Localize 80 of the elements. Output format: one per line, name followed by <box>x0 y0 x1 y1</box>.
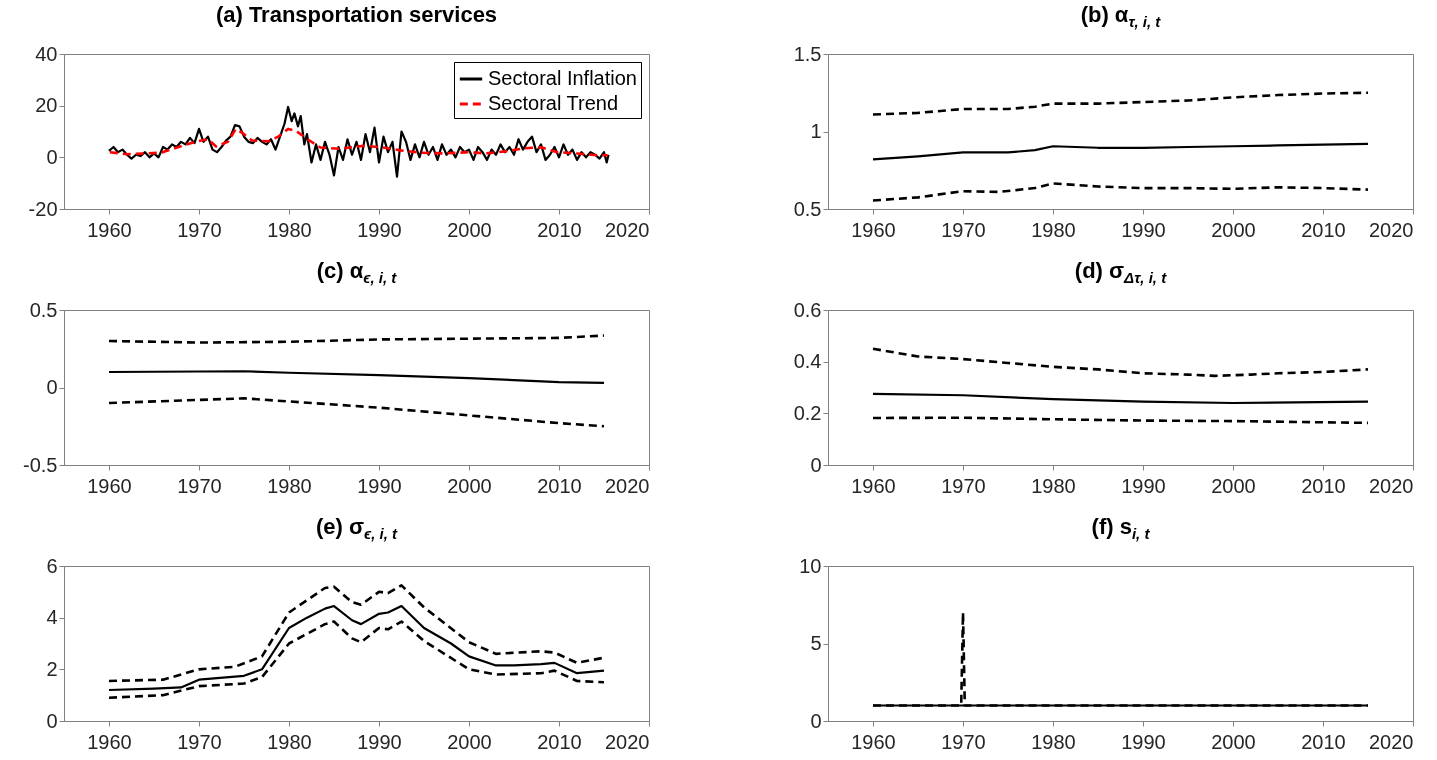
x-tick-label: 1970 <box>177 474 222 497</box>
line-series <box>871 182 1370 202</box>
y-tick-label: 0.6 <box>793 298 822 321</box>
y-tick-label: 0 <box>46 376 58 398</box>
x-tick-label: 1970 <box>177 218 222 241</box>
x-tick-label: 1980 <box>1031 218 1076 241</box>
x-tick-label: 2000 <box>447 730 492 753</box>
chart-title: (c) α$_{ϵ, i, t}$ <box>315 258 398 288</box>
y-tick-label: 0.5 <box>29 298 58 321</box>
y-tick-label: 0 <box>46 145 58 168</box>
x-tick-label: 1990 <box>1121 218 1166 241</box>
y-tick-label: 10 <box>799 554 822 577</box>
line-series <box>871 142 1370 161</box>
y-tick-label: -20 <box>28 197 58 220</box>
chart-title: (d) σ$_{Δτ, i, t}$ <box>1073 258 1168 288</box>
legend-label: Sectoral Inflation <box>488 67 637 89</box>
line-series <box>108 127 609 157</box>
line-series <box>871 91 1370 116</box>
y-tick-label: 0.4 <box>793 350 822 373</box>
x-tick-label: 1960 <box>87 474 132 497</box>
y-tick-label: 1 <box>810 120 822 142</box>
line-series <box>871 347 1370 378</box>
y-tick-label: 2 <box>46 657 58 680</box>
chart-title: (a) Transportation services <box>214 2 499 29</box>
x-tick-label: 1990 <box>1121 474 1166 497</box>
y-tick-label: 4 <box>46 606 58 629</box>
x-tick-label: 2010 <box>1301 474 1346 497</box>
x-tick-label: 2020 <box>1369 474 1414 497</box>
line-series <box>107 334 606 344</box>
chart-title: (f) s$_{i, t}$ <box>1090 514 1151 544</box>
y-tick-label: 0 <box>810 453 822 476</box>
x-tick-label: 1980 <box>267 218 312 241</box>
x-tick-label: 1970 <box>941 730 986 753</box>
x-tick-label: 2020 <box>1369 218 1414 241</box>
y-tick-label: -0.5 <box>23 453 58 476</box>
x-tick-label: 2000 <box>447 474 492 497</box>
y-tick-label: 0.2 <box>793 401 822 424</box>
y-tick-label: 5 <box>810 632 822 654</box>
x-tick-label: 1990 <box>357 730 402 753</box>
x-tick-label: 2020 <box>1369 730 1414 753</box>
line-series <box>107 397 606 428</box>
chart-title: (b) α$_{τ, i, t}$ <box>1079 2 1162 32</box>
x-tick-label: 1960 <box>851 730 896 753</box>
y-tick-label: 6 <box>46 554 58 577</box>
y-tick-label: 0.5 <box>793 197 822 220</box>
x-tick-label: 2020 <box>605 730 650 753</box>
line-series <box>107 370 606 384</box>
x-tick-label: 1990 <box>357 218 402 241</box>
x-tick-label: 1960 <box>851 474 896 497</box>
legend-label: Sectoral Trend <box>488 92 619 114</box>
x-tick-label: 2010 <box>537 218 582 241</box>
x-tick-label: 2010 <box>1301 218 1346 241</box>
x-tick-label: 2010 <box>1301 730 1346 753</box>
x-tick-label: 1970 <box>177 730 222 753</box>
x-tick-label: 1980 <box>1031 474 1076 497</box>
y-tick-label: 0 <box>46 709 58 732</box>
chart-title: (e) σ$_{ϵ, i, t}$ <box>314 514 399 544</box>
x-tick-label: 2000 <box>1211 474 1256 497</box>
x-tick-label: 1960 <box>851 218 896 241</box>
y-tick-label: 1.5 <box>793 42 822 65</box>
x-tick-label: 2010 <box>537 474 582 497</box>
x-tick-label: 1960 <box>87 730 132 753</box>
x-tick-label: 1980 <box>1031 730 1076 753</box>
x-tick-label: 2010 <box>537 730 582 753</box>
x-tick-label: 2000 <box>1211 218 1256 241</box>
x-tick-label: 2000 <box>447 218 492 241</box>
y-tick-label: 20 <box>35 94 58 117</box>
x-tick-label: 2020 <box>605 218 650 241</box>
y-tick-label: 40 <box>35 42 58 65</box>
x-tick-label: 1990 <box>357 474 402 497</box>
x-tick-label: 1970 <box>941 218 986 241</box>
x-tick-label: 1960 <box>87 218 132 241</box>
x-tick-label: 2020 <box>605 474 650 497</box>
line-series <box>871 392 1370 405</box>
x-tick-label: 1970 <box>941 474 986 497</box>
y-tick-label: 0 <box>810 709 822 732</box>
x-tick-label: 1990 <box>1121 730 1166 753</box>
x-tick-label: 2000 <box>1211 730 1256 753</box>
x-tick-label: 1980 <box>267 730 312 753</box>
x-tick-label: 1980 <box>267 474 312 497</box>
